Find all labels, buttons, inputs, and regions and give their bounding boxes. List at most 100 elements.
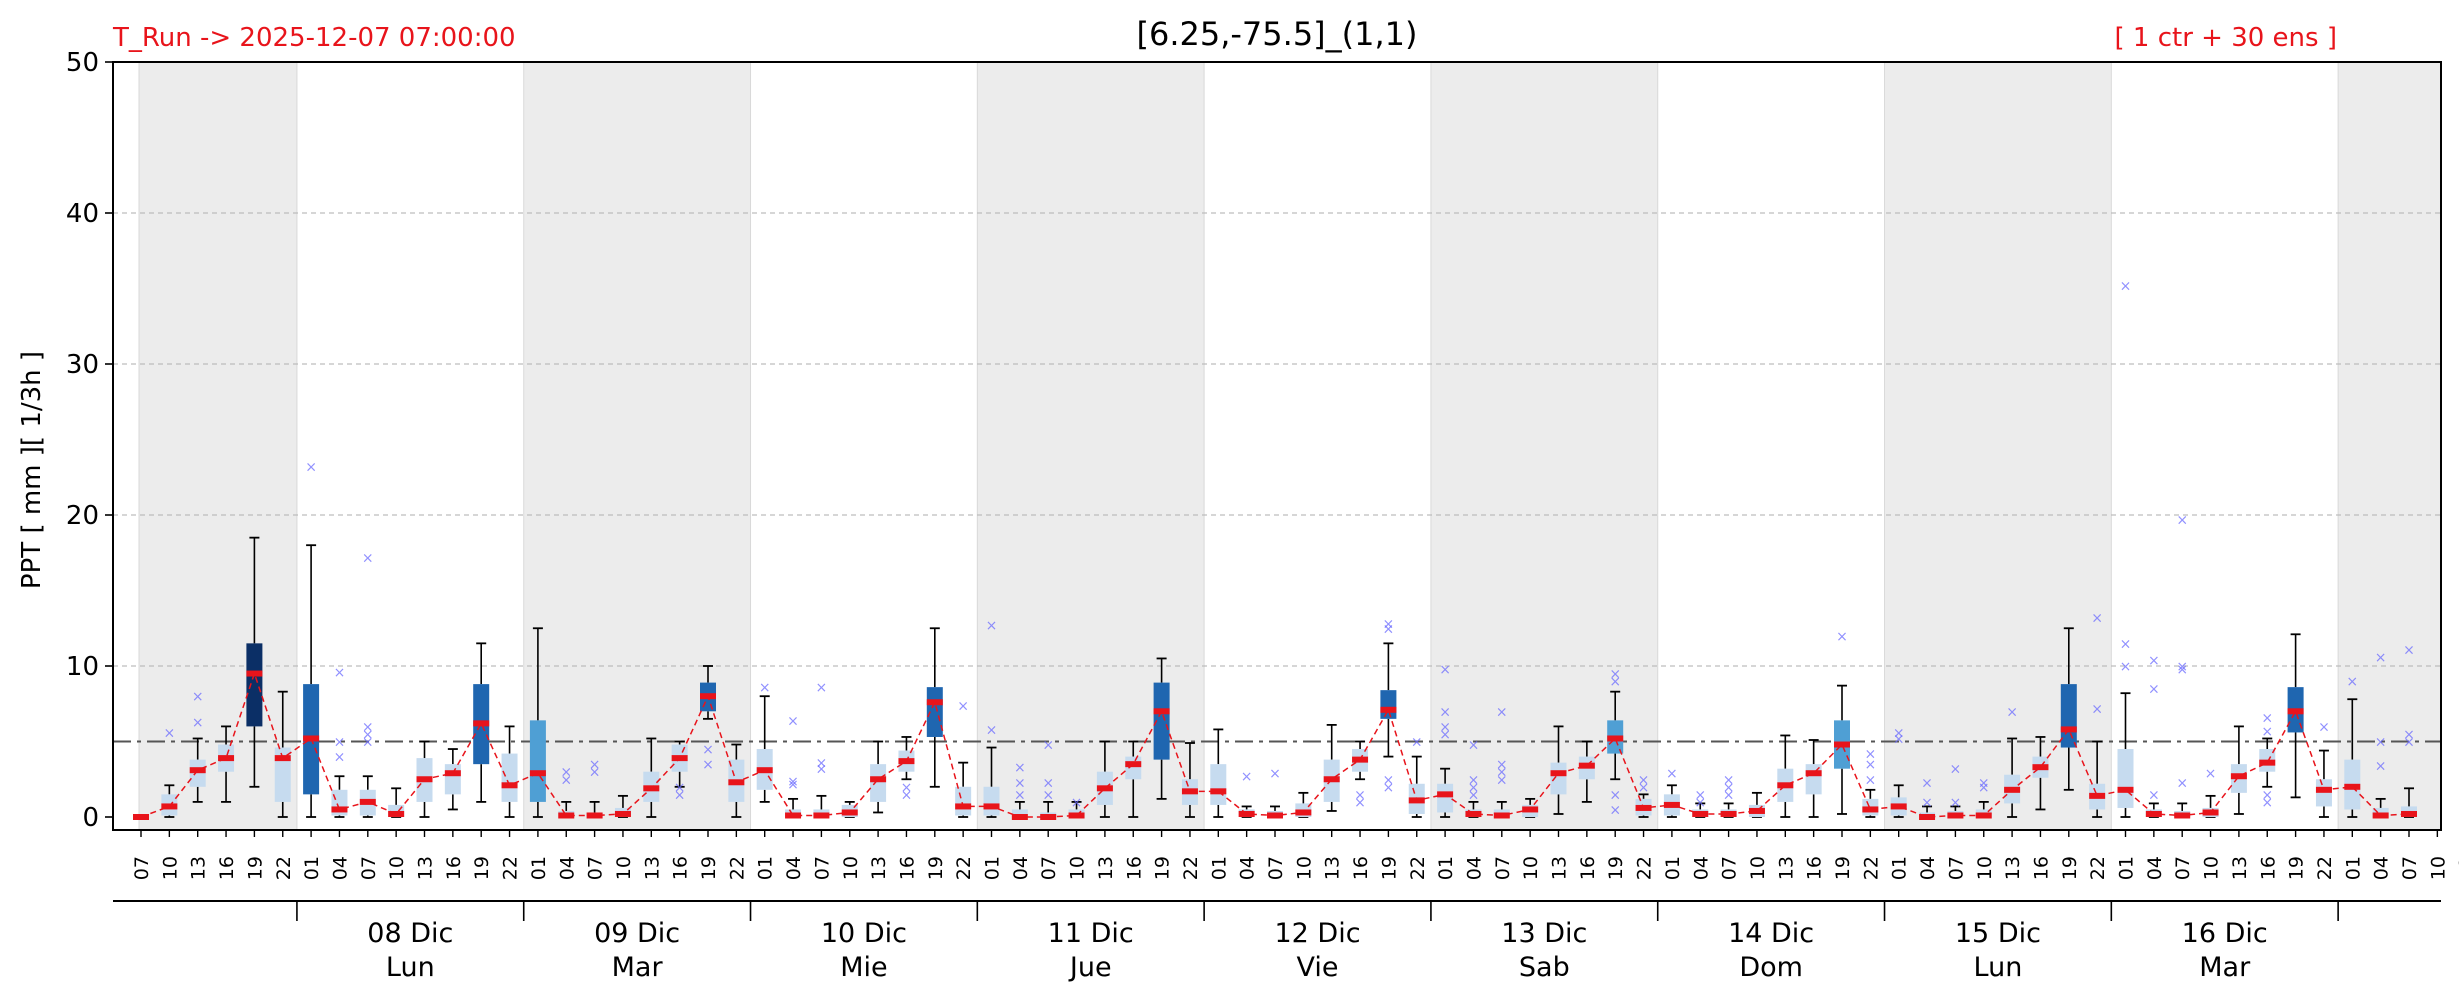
median-marker	[1919, 814, 1936, 820]
outlier-point: ×	[589, 765, 601, 781]
x-tick-label: 10	[840, 856, 862, 880]
x-tick-label: 10	[1747, 856, 1769, 880]
outlier-point: ×	[1439, 704, 1451, 720]
outlier-point: ×	[1950, 762, 1962, 778]
outlier-point: ×	[2091, 701, 2103, 717]
outlier-point: ×	[1071, 795, 1083, 811]
median-marker	[473, 720, 490, 727]
box-56: ×××	[1720, 772, 1737, 818]
median-marker	[2230, 773, 2247, 780]
outlier-point: ×	[957, 698, 969, 714]
median-marker	[1777, 782, 1794, 789]
x-tick-label: 07	[585, 856, 607, 880]
median-marker	[1890, 803, 1907, 810]
x-tick-label: 07	[2172, 856, 2194, 880]
outlier-point: ×	[589, 757, 601, 773]
median-marker	[444, 770, 461, 777]
x-tick-label: 10	[1520, 856, 1542, 880]
x-tick-label: 01	[2342, 856, 2364, 880]
outlier-point: ×	[2148, 653, 2160, 669]
outlier-point: ×	[2148, 787, 2160, 803]
box-body	[955, 786, 972, 816]
outlier-point: ×	[192, 689, 204, 705]
box-body	[189, 759, 206, 787]
box-75: ××××	[2259, 710, 2276, 811]
outlier-point: ×	[1609, 787, 1621, 803]
median-marker	[1975, 812, 1992, 819]
outlier-point: ×	[362, 550, 374, 566]
y-tick-label: 50	[66, 48, 99, 78]
shade-band	[2338, 62, 2441, 830]
outlier-point: ×	[2120, 278, 2132, 294]
outlier-point: ×	[1014, 775, 1026, 791]
box-69: ××	[2089, 611, 2106, 818]
median-marker	[1522, 806, 1539, 813]
x-tick-label: 16	[1123, 856, 1145, 880]
box-body	[1011, 809, 1028, 817]
outlier-point: ×	[192, 715, 204, 731]
x-tick-label: 01	[1208, 856, 1230, 880]
run-label: T_Run -> 2025-12-07 07:00:00	[112, 23, 516, 53]
box-52: ××××	[1607, 667, 1624, 818]
x-tick-label: 13	[1095, 856, 1117, 880]
x-tick-label: 04	[2371, 856, 2393, 880]
median-marker	[2287, 708, 2304, 715]
outlier-point: ×	[1864, 757, 1876, 773]
box-63: ××	[1919, 775, 1936, 818]
x-tick-label: 19	[2286, 856, 2308, 880]
median-marker	[813, 812, 830, 819]
outlier-point: ×	[2120, 659, 2132, 675]
shade-band	[977, 62, 1205, 830]
outlier-point: ×	[787, 777, 799, 793]
median-marker	[841, 809, 858, 816]
outlier-point: ×	[1383, 617, 1395, 633]
day-weekday-label: Mar	[2199, 952, 2251, 983]
x-tick-label: 10	[2427, 856, 2449, 880]
x-tick-label: 10	[159, 856, 181, 880]
y-tick-label: 0	[82, 803, 99, 833]
x-tick-label: 10	[613, 856, 635, 880]
box-8: ××××	[359, 550, 376, 818]
outlier-point: ×	[1439, 719, 1451, 735]
box-body	[1550, 762, 1567, 795]
median-marker	[870, 776, 887, 783]
outlier-point: ×	[1496, 757, 1508, 773]
x-tick-label: 13	[188, 856, 210, 880]
outlier-point: ×	[1439, 662, 1451, 678]
x-tick-label: 16	[2257, 856, 2279, 880]
outlier-point: ×	[1950, 795, 1962, 811]
x-tick-label: 16	[443, 856, 465, 880]
outlier-point: ×	[674, 780, 686, 796]
median-marker	[1040, 814, 1057, 820]
x-tick-label: 04	[783, 856, 805, 880]
x-tick-label: 22	[1180, 856, 1202, 880]
box-body	[870, 764, 887, 802]
outlier-point: ×	[1269, 766, 1281, 782]
day-weekday-label: Lun	[386, 952, 435, 983]
outlier-point: ×	[1354, 795, 1366, 811]
x-tick-label: 04	[1917, 856, 1939, 880]
box-39: ×	[1238, 769, 1255, 818]
box-2: ××	[189, 689, 206, 803]
outlier-point: ×	[787, 774, 799, 790]
median-marker	[1493, 812, 1510, 819]
box-body	[1210, 764, 1227, 805]
outlier-point: ×	[1666, 766, 1678, 782]
median-marker	[2145, 810, 2162, 817]
outlier-point: ×	[1638, 772, 1650, 788]
median-marker	[218, 755, 235, 762]
day-weekday-label: Mie	[840, 952, 887, 983]
x-tick-label: 13	[2456, 856, 2459, 880]
median-marker	[614, 810, 631, 817]
outlier-point: ×	[1383, 780, 1395, 796]
box-22: ×	[756, 680, 773, 803]
median-marker	[983, 803, 1000, 810]
box-body	[1437, 783, 1454, 813]
x-tick-label: 22	[2087, 856, 2109, 880]
median-marker	[1805, 770, 1822, 777]
x-tick-label: 07	[131, 856, 153, 880]
median-markers	[133, 670, 2417, 820]
x-tick-label: 07	[2399, 856, 2421, 880]
outlier-point: ×	[2176, 659, 2188, 675]
outlier-point: ×	[1921, 775, 1933, 791]
